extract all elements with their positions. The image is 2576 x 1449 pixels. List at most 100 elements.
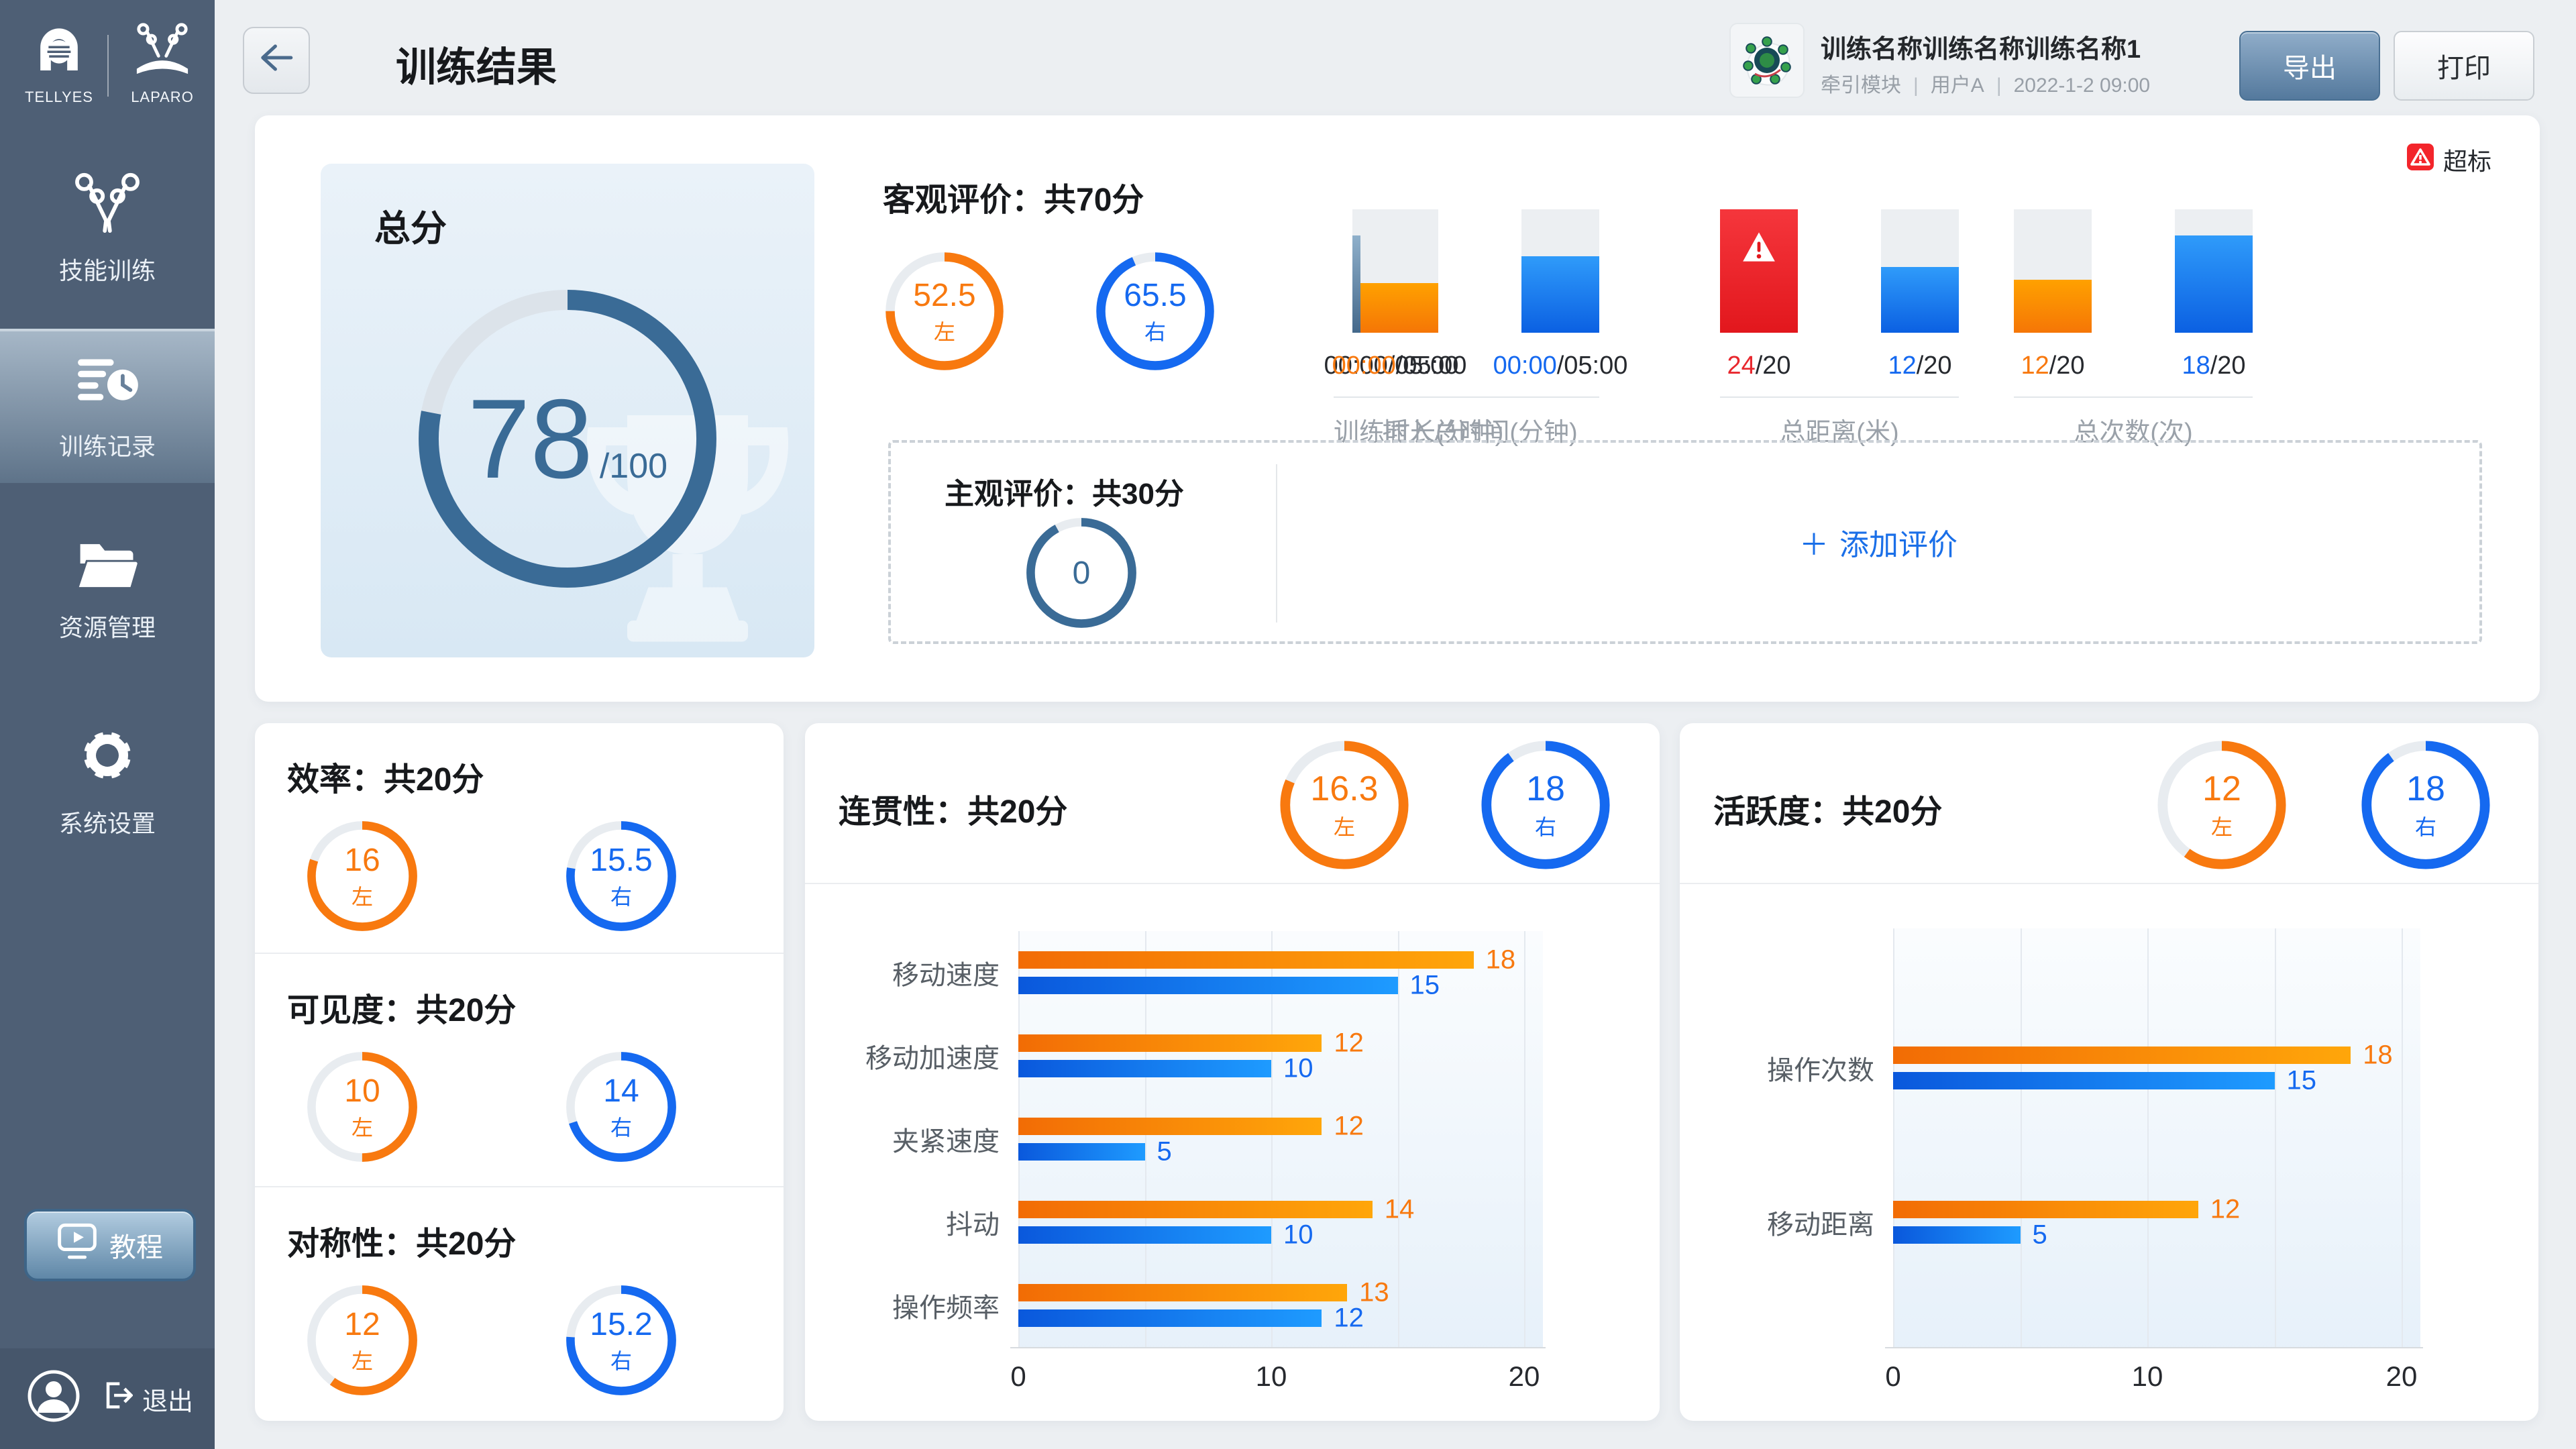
coherence-heading: 连贯性：共20分 — [839, 794, 1068, 830]
activity-bar-chart: 0 10 20 操作次数 18 15 移动距离 12 5 — [1680, 723, 2538, 1421]
trophy-watermark-icon — [537, 385, 814, 657]
ring-value: 65.5 — [1124, 277, 1187, 313]
sidebar-item-skill-training[interactable]: 技能训练 — [0, 172, 215, 286]
axis-tick-label: 10 — [2131, 1360, 2163, 1392]
bar-value: 5 — [2032, 1220, 2047, 1250]
bar — [1018, 1201, 1373, 1218]
ring-sub-label: 右 — [610, 884, 632, 909]
bar — [1018, 1060, 1271, 1077]
ring-sub-label: 右 — [1144, 319, 1166, 344]
bar — [1018, 1034, 1322, 1052]
gauge-group: 00:00/05:00 00:00/05:00 插入总时间(分钟) — [1332, 209, 1628, 448]
sidebar-item-label: 系统设置 — [58, 810, 156, 837]
axis-tick-label: 20 — [1508, 1360, 1540, 1392]
export-button[interactable]: 导出 — [2239, 31, 2380, 101]
bar-value: 18 — [1485, 945, 1516, 975]
subjective-divider — [1276, 464, 1277, 623]
tutorial-button[interactable]: 教程 — [24, 1209, 196, 1281]
avatar[interactable] — [27, 1369, 80, 1428]
bar — [1893, 1072, 2275, 1089]
bar — [1018, 1284, 1348, 1301]
ring-value: 16 — [344, 842, 380, 878]
bar — [1893, 1226, 2021, 1244]
bar-value: 14 — [1384, 1194, 1415, 1224]
bar-value: 15 — [1409, 970, 1440, 1000]
axis-tick-label: 20 — [2385, 1360, 2418, 1392]
laparo-logo-icon — [129, 21, 196, 80]
gauge-fill — [1352, 235, 1430, 333]
gauge-value: 00:00/05:00 — [1493, 352, 1628, 380]
efficiency-section: 效率：共20分 16 左 15.5 右 — [255, 723, 784, 953]
coherence-right-ring: 18 右 — [1480, 739, 1611, 871]
category-label: 操作次数 — [1767, 1056, 1874, 1085]
session-thumbnail — [1729, 23, 1805, 98]
laparo-logo: LAPARO — [115, 21, 209, 106]
gauge-fill — [2014, 279, 2092, 333]
category-label: 夹紧速度 — [892, 1127, 1000, 1157]
back-arrow-icon — [258, 40, 295, 80]
visibility-heading: 可见度：共20分 — [287, 993, 517, 1028]
ring-value: 78/100 — [467, 375, 668, 502]
add-evaluation-label: 添加评价 — [1839, 529, 1957, 561]
ring-sub-label: 右 — [610, 1115, 632, 1140]
ring-value: 15.5 — [590, 842, 653, 878]
ring-sub-label: 左 — [351, 884, 373, 909]
gauge-fill — [1720, 209, 1798, 333]
gauge-group: 12/20 18/20 总次数(次) — [2014, 209, 2253, 448]
activity-left-ring: 12 左 — [2156, 739, 2288, 871]
over-limit-label: 超标 — [2443, 148, 2492, 175]
ring-sub-label: 左 — [933, 319, 955, 344]
ring-value: 18 — [2406, 769, 2445, 808]
sidebar-item-label: 资源管理 — [58, 614, 156, 641]
logo-divider — [107, 35, 109, 97]
bar-value: 5 — [1157, 1136, 1172, 1167]
bar — [1893, 1201, 2198, 1218]
gauge-track — [1360, 209, 1438, 333]
plus-icon: ＋ — [1799, 529, 1829, 561]
bar-value: 15 — [2286, 1065, 2317, 1095]
gauge-track — [1521, 209, 1599, 333]
ring-value: 10 — [344, 1073, 380, 1109]
ring-value: 12 — [344, 1306, 380, 1342]
logout-button[interactable]: 退出 — [102, 1380, 193, 1417]
print-button[interactable]: 打印 — [2394, 31, 2534, 101]
tutorial-label: 教程 — [109, 1233, 163, 1263]
axis-tick-label: 0 — [1010, 1360, 1026, 1392]
ring-value: 15.2 — [590, 1306, 653, 1342]
card-divider — [1680, 883, 2538, 884]
efficiency-left-ring: 16 左 — [306, 820, 419, 932]
ring-value: 14 — [603, 1073, 639, 1109]
visibility-left-ring: 10 左 — [306, 1051, 419, 1163]
tellyes-logo: TELLYES — [11, 21, 107, 106]
category-label: 移动距离 — [1767, 1210, 1874, 1240]
sidebar-item-resource-management[interactable]: 资源管理 — [0, 537, 215, 643]
ring-sub-label: 右 — [1534, 815, 1556, 839]
coherence-bar-chart: 0 10 20 移动速度 18 15 移动加速度 12 10 夹紧速度 12 5 抖动 14… — [805, 723, 1660, 1421]
bar-value: 10 — [1283, 1053, 1313, 1083]
subjective-box: 主观评价：共30分 0 ＋ 添加评价 — [888, 440, 2482, 644]
gauge-track — [1881, 209, 1959, 333]
add-evaluation-button[interactable]: ＋ 添加评价 — [1277, 443, 2479, 641]
gauge-value: 24/20 — [1727, 352, 1791, 380]
symmetry-heading: 对称性：共20分 — [287, 1226, 517, 1262]
bar-value: 12 — [2210, 1194, 2241, 1224]
efficiency-heading: 效率：共20分 — [287, 762, 484, 798]
sidebar-item-training-records[interactable]: 训练记录 — [0, 329, 215, 483]
session-module: 牵引模块 — [1821, 74, 1901, 97]
symmetry-section: 对称性：共20分 12 左 15.2 右 — [255, 1186, 784, 1422]
back-button[interactable] — [243, 27, 310, 94]
activity-card: 活跃度：共20分 12 左 18 右 0 10 20 操作次数 18 15 移动距离 1… — [1680, 723, 2538, 1421]
records-icon — [71, 353, 144, 415]
bar-value: 18 — [2363, 1040, 2393, 1070]
sidebar-item-system-settings[interactable]: 系统设置 — [0, 724, 215, 839]
ring-sub-label: 左 — [2210, 815, 2233, 839]
gauge-value: 12/20 — [1888, 352, 1952, 380]
ring-value: 0 — [1072, 555, 1091, 591]
objective-left-ring: 52.5 左 — [884, 251, 1005, 372]
objective-heading: 客观评价：共70分 — [883, 182, 1144, 218]
ring-sub-label: 左 — [1333, 815, 1355, 839]
bar — [1018, 977, 1398, 994]
page-title: 训练结果 — [396, 45, 557, 90]
over-limit-badge: 超标 — [2407, 142, 2491, 177]
gauge-track — [1720, 209, 1798, 333]
